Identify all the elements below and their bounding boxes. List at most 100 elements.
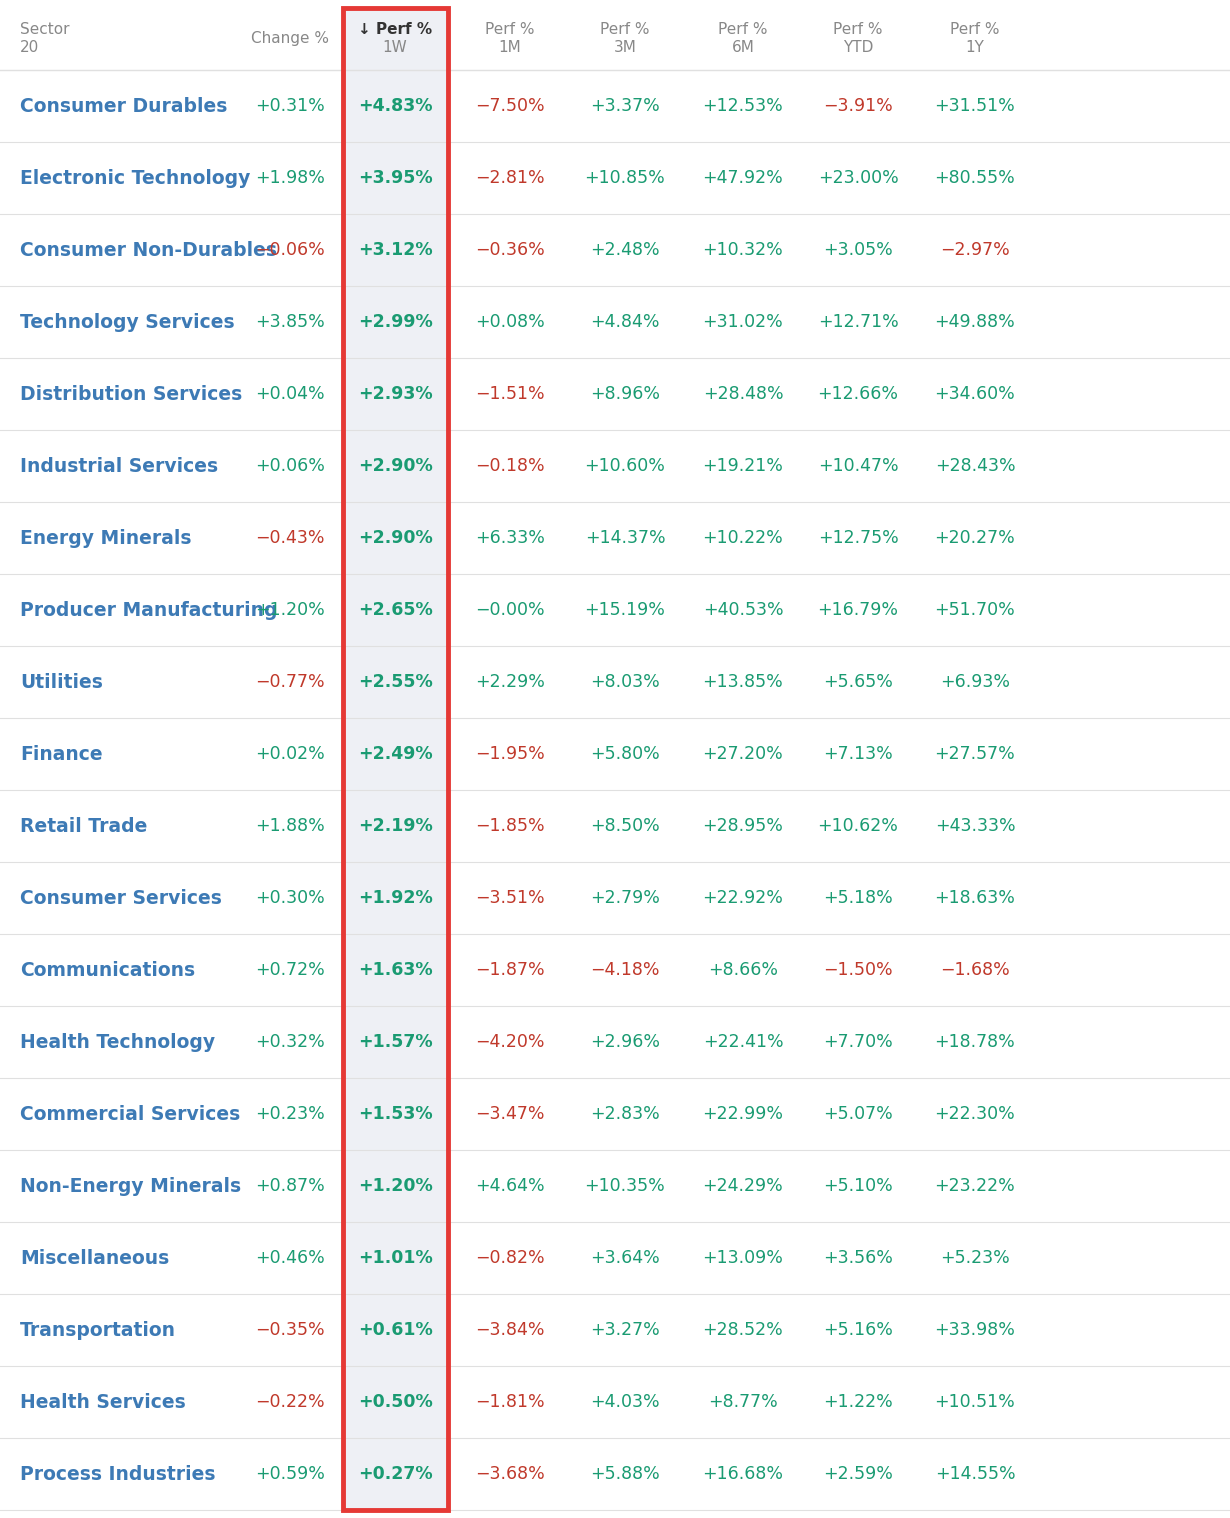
- Text: +31.02%: +31.02%: [702, 313, 784, 331]
- Text: Perf %: Perf %: [951, 21, 1000, 36]
- Text: 1W: 1W: [383, 39, 407, 55]
- Text: Non-Energy Minerals: Non-Energy Minerals: [20, 1176, 241, 1196]
- Bar: [0, 1293, 1230, 1366]
- Text: Utilities: Utilities: [20, 672, 103, 692]
- Text: Consumer Services: Consumer Services: [20, 888, 221, 908]
- Text: Consumer Durables: Consumer Durables: [20, 97, 228, 115]
- Bar: [0, 862, 1230, 934]
- Bar: [343, 1438, 448, 1510]
- Text: Distribution Services: Distribution Services: [20, 384, 242, 404]
- Text: +12.75%: +12.75%: [818, 528, 898, 546]
- Text: +10.22%: +10.22%: [702, 528, 784, 546]
- Bar: [343, 1006, 448, 1078]
- Text: Electronic Technology: Electronic Technology: [20, 168, 251, 188]
- Text: Perf %: Perf %: [600, 21, 649, 36]
- Bar: [0, 574, 1230, 647]
- Bar: [343, 430, 448, 502]
- Text: YTD: YTD: [843, 39, 873, 55]
- Text: −3.91%: −3.91%: [823, 97, 893, 115]
- Text: Health Technology: Health Technology: [20, 1032, 215, 1052]
- Text: +14.55%: +14.55%: [935, 1465, 1015, 1483]
- Text: +2.83%: +2.83%: [590, 1105, 659, 1123]
- Text: +0.02%: +0.02%: [255, 745, 325, 764]
- Text: +2.49%: +2.49%: [358, 745, 432, 764]
- Text: −0.36%: −0.36%: [475, 241, 545, 260]
- Text: Process Industries: Process Industries: [20, 1465, 215, 1483]
- Text: +22.92%: +22.92%: [702, 890, 784, 906]
- Bar: [0, 934, 1230, 1006]
- Text: +10.35%: +10.35%: [584, 1176, 665, 1195]
- Text: +1.53%: +1.53%: [358, 1105, 432, 1123]
- Text: +1.22%: +1.22%: [823, 1394, 893, 1412]
- Text: +12.66%: +12.66%: [818, 386, 898, 402]
- Text: −4.20%: −4.20%: [475, 1034, 545, 1050]
- Text: +3.05%: +3.05%: [823, 241, 893, 260]
- Text: +0.06%: +0.06%: [255, 457, 325, 475]
- Text: −1.87%: −1.87%: [475, 961, 545, 979]
- Text: +1.57%: +1.57%: [358, 1034, 432, 1050]
- Bar: [343, 143, 448, 214]
- Text: +0.50%: +0.50%: [358, 1394, 433, 1412]
- Text: +10.85%: +10.85%: [584, 168, 665, 187]
- Text: +5.23%: +5.23%: [940, 1249, 1010, 1268]
- Text: +0.61%: +0.61%: [358, 1321, 433, 1339]
- Bar: [343, 358, 448, 430]
- Text: Producer Manufacturing: Producer Manufacturing: [20, 601, 278, 619]
- Text: 6M: 6M: [732, 39, 754, 55]
- Bar: [0, 718, 1230, 789]
- Text: +0.04%: +0.04%: [255, 386, 325, 402]
- Text: +23.22%: +23.22%: [935, 1176, 1016, 1195]
- Text: +49.88%: +49.88%: [935, 313, 1016, 331]
- Bar: [0, 143, 1230, 214]
- Text: +19.21%: +19.21%: [702, 457, 784, 475]
- Text: +2.19%: +2.19%: [358, 817, 433, 835]
- Text: +3.95%: +3.95%: [358, 168, 432, 187]
- Text: +1.63%: +1.63%: [358, 961, 432, 979]
- Text: +8.03%: +8.03%: [590, 672, 659, 691]
- Text: +6.93%: +6.93%: [940, 672, 1010, 691]
- Bar: [343, 1293, 448, 1366]
- Bar: [343, 862, 448, 934]
- Text: −1.95%: −1.95%: [475, 745, 545, 764]
- Text: +20.27%: +20.27%: [935, 528, 1016, 546]
- Text: +43.33%: +43.33%: [935, 817, 1015, 835]
- Text: +0.23%: +0.23%: [255, 1105, 325, 1123]
- Text: +10.47%: +10.47%: [818, 457, 898, 475]
- Bar: [343, 8, 448, 70]
- Text: +2.99%: +2.99%: [358, 313, 433, 331]
- Text: +3.12%: +3.12%: [358, 241, 432, 260]
- Text: +47.92%: +47.92%: [702, 168, 784, 187]
- Bar: [0, 789, 1230, 862]
- Text: 20: 20: [20, 39, 39, 55]
- Text: +5.80%: +5.80%: [590, 745, 659, 764]
- Text: +16.79%: +16.79%: [818, 601, 898, 619]
- Text: −0.35%: −0.35%: [255, 1321, 325, 1339]
- Text: +22.41%: +22.41%: [702, 1034, 784, 1050]
- Text: +2.65%: +2.65%: [358, 601, 433, 619]
- Text: Sector: Sector: [20, 21, 70, 36]
- Text: +7.13%: +7.13%: [823, 745, 893, 764]
- Text: +0.27%: +0.27%: [358, 1465, 432, 1483]
- Text: +3.85%: +3.85%: [255, 313, 325, 331]
- Text: +28.52%: +28.52%: [702, 1321, 784, 1339]
- Text: +1.20%: +1.20%: [255, 601, 325, 619]
- Text: −7.50%: −7.50%: [475, 97, 545, 115]
- Text: +2.93%: +2.93%: [358, 386, 432, 402]
- Bar: [0, 358, 1230, 430]
- Text: +14.37%: +14.37%: [584, 528, 665, 546]
- Text: +4.84%: +4.84%: [590, 313, 659, 331]
- Text: +1.88%: +1.88%: [255, 817, 325, 835]
- Bar: [0, 1366, 1230, 1438]
- Text: +1.92%: +1.92%: [358, 890, 433, 906]
- Text: Change %: Change %: [251, 30, 328, 46]
- Text: +3.37%: +3.37%: [590, 97, 659, 115]
- Text: Perf %: Perf %: [718, 21, 768, 36]
- Text: Technology Services: Technology Services: [20, 313, 235, 331]
- Text: +3.64%: +3.64%: [590, 1249, 659, 1268]
- Text: +0.59%: +0.59%: [255, 1465, 325, 1483]
- Bar: [0, 430, 1230, 502]
- Text: +0.31%: +0.31%: [255, 97, 325, 115]
- Text: +4.03%: +4.03%: [590, 1394, 659, 1412]
- Text: +24.29%: +24.29%: [702, 1176, 784, 1195]
- Bar: [0, 1222, 1230, 1293]
